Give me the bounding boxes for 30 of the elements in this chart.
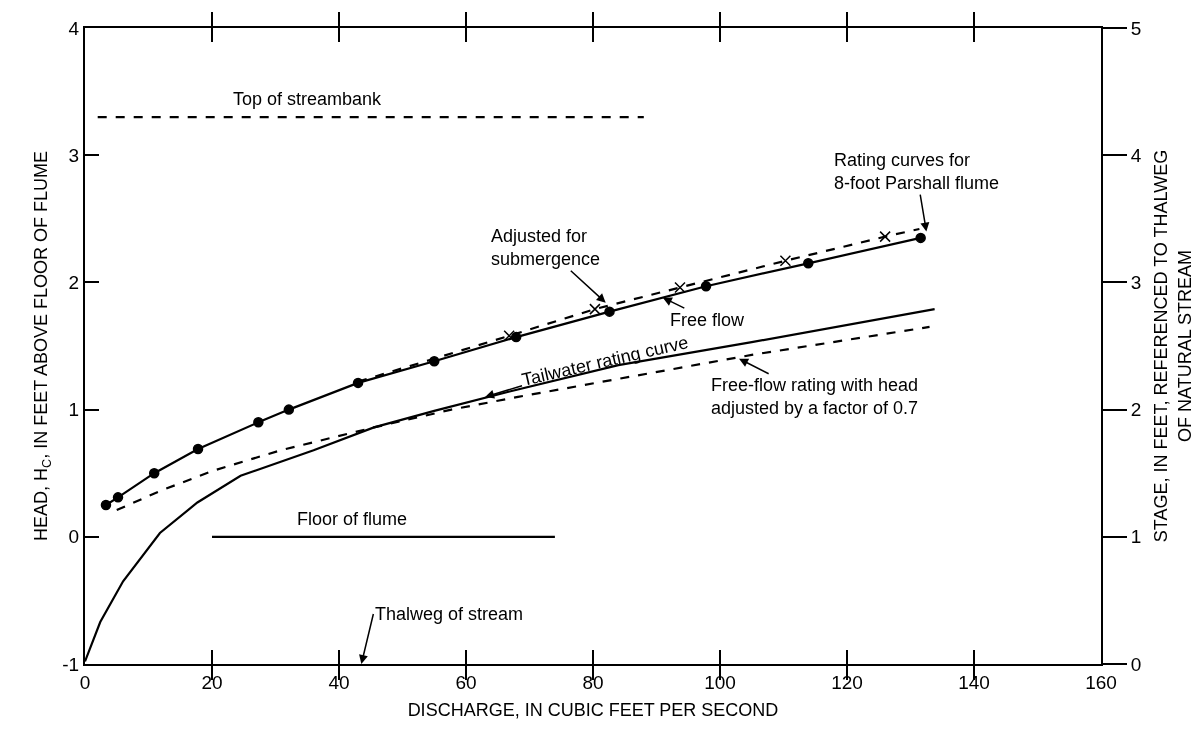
annotation: Floor of flume (297, 509, 408, 529)
y-tick-label: 2 (68, 272, 80, 294)
annotation: Thalweg of stream (375, 604, 524, 624)
x-tick-label: 120 (831, 671, 863, 693)
annotation: Adjusted for submergence (491, 226, 601, 270)
annotation: Free-flow rating with head adjusted by a factor of 0.7 (711, 375, 919, 419)
annotation: Rating curves for 8-foot Parshall flume (834, 150, 1000, 194)
x-tick-label: 80 (582, 671, 604, 693)
x-tick-label: 20 (201, 671, 223, 693)
annotation: Tailwater rating curve (519, 332, 691, 390)
x-tick-label: 160 (1085, 671, 1117, 693)
annotation: Top of streambank (233, 89, 383, 109)
x-tick-label: 140 (958, 671, 990, 693)
y2-tick-label: 1 (1130, 526, 1142, 548)
x-tick-label: 40 (328, 671, 350, 693)
x-tick-label: 100 (704, 671, 736, 693)
y-tick-label: 1 (68, 399, 80, 421)
y-tick-label: 3 (68, 144, 80, 166)
y-tick-label: 0 (68, 526, 80, 548)
y2-tick-label: 3 (1130, 272, 1142, 294)
y-tick-label: -1 (62, 653, 80, 675)
y2-tick-label: 4 (1130, 144, 1142, 166)
y2-axis-title: STAGE, IN FEET, REFERENCED TO THALWEG OF NATURAL STREAM (1151, 149, 1195, 543)
y2-tick-label: 0 (1130, 653, 1142, 675)
y2-tick-label: 2 (1130, 399, 1142, 421)
x-tick-label: 60 (455, 671, 477, 693)
y-tick-label: 4 (68, 17, 80, 39)
x-axis-title: DISCHARGE, IN CUBIC FEET PER SECOND (407, 700, 779, 721)
annotation: Free flow (670, 310, 746, 330)
y2-tick-label: 5 (1130, 17, 1142, 39)
